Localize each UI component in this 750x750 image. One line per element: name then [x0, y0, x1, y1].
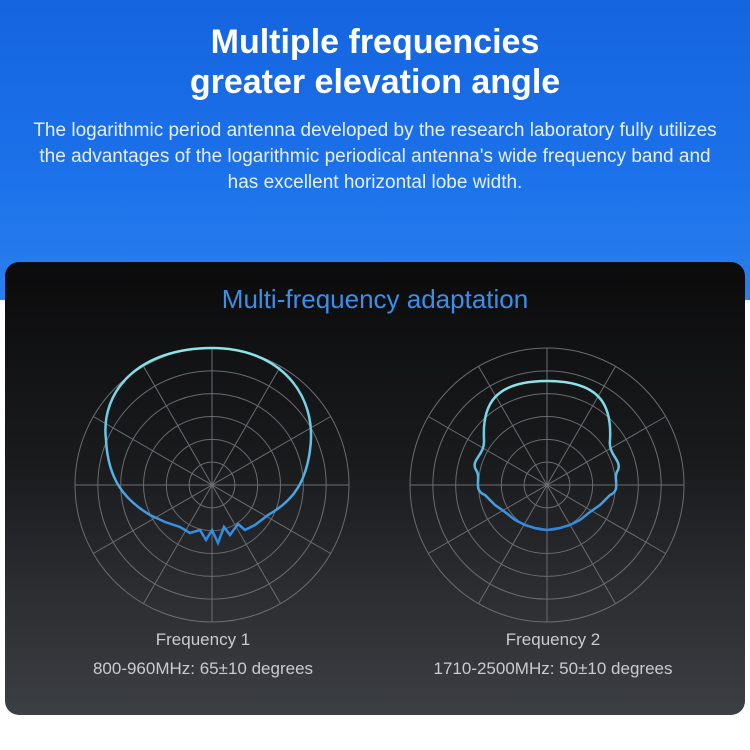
- grid-spoke: [93, 416, 331, 554]
- pattern-curve-1: [104, 346, 313, 547]
- header-banner: Multiple frequencies greater elevation a…: [0, 0, 750, 300]
- frequency-1-label: Frequency 1: [155, 630, 251, 649]
- grid-spoke: [428, 416, 666, 554]
- panel-title: Multi-frequency adaptation: [221, 284, 529, 314]
- headline-line-2: greater elevation angle: [189, 63, 561, 101]
- polar-grid-1: [74, 347, 350, 623]
- frequency-1-spec: 800-960MHz: 65±10 degrees: [92, 659, 314, 678]
- frequency-2-label: Frequency 2: [505, 630, 601, 649]
- headline: Multiple frequencies greater elevation a…: [0, 22, 750, 102]
- frequency-2-spec: 1710-2500MHz: 50±10 degrees: [433, 659, 673, 678]
- description: The logarithmic period antenna developed…: [33, 120, 717, 193]
- pattern-curve-2: [473, 379, 620, 532]
- radiation-pattern-panel: Multi-frequency adaptation Frequency 1 8…: [5, 262, 745, 715]
- polar-grid-2: [409, 347, 685, 623]
- polar-patterns: [74, 346, 685, 623]
- headline-line-1: Multiple frequencies: [210, 23, 540, 61]
